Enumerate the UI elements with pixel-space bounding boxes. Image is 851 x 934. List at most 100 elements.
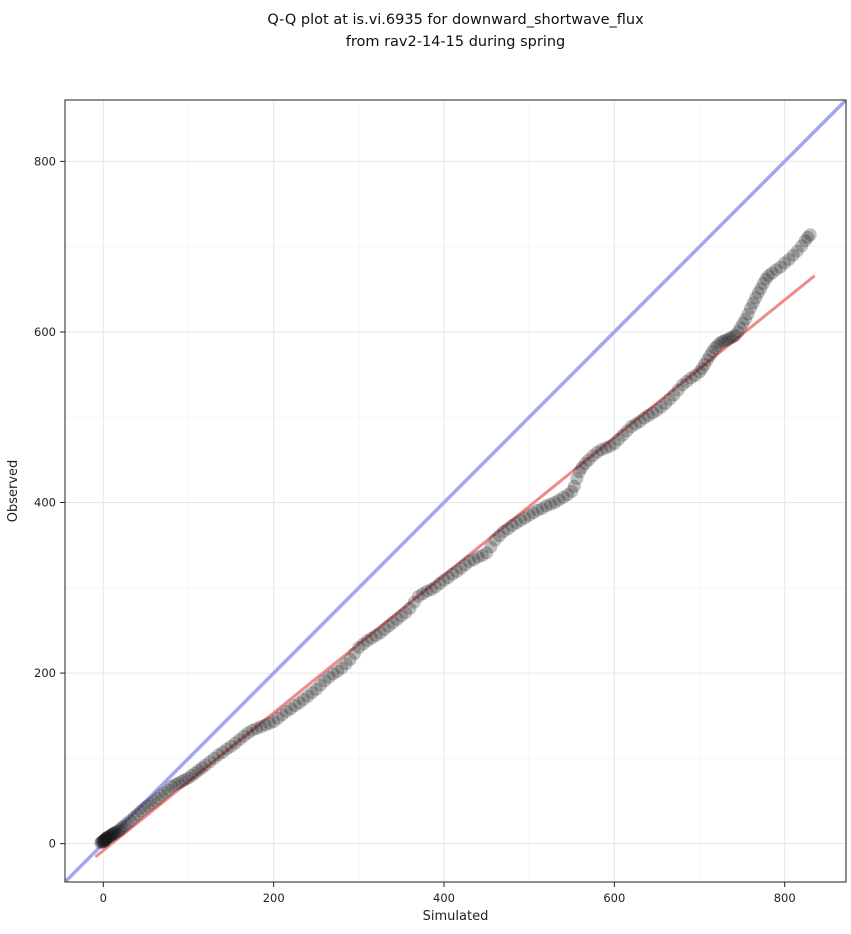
qq-quantiles-point xyxy=(101,831,115,845)
qq-quantiles-point xyxy=(377,623,391,637)
qq-quantiles-point xyxy=(403,601,417,615)
qq-quantiles-point xyxy=(110,825,124,839)
qq-quantiles-point xyxy=(450,565,464,579)
qq-quantiles-point xyxy=(331,664,345,678)
qq-quantiles-point xyxy=(756,276,770,290)
qq-quantiles-point xyxy=(599,441,613,455)
qq-quantiles-point xyxy=(203,755,217,769)
qq-quantiles-point xyxy=(607,437,621,451)
qq-quantiles-point xyxy=(620,424,634,438)
qq-quantiles-point xyxy=(112,824,126,838)
chart-title-line2: from rav2-14-15 during spring xyxy=(345,33,566,50)
qq-quantiles-point xyxy=(220,742,234,756)
qq-quantiles-point xyxy=(360,634,374,648)
qq-quantiles-point xyxy=(369,629,383,643)
y-tick-label: 400 xyxy=(34,496,56,510)
qq-quantiles-point xyxy=(586,449,600,463)
qq-quantiles-point xyxy=(233,733,247,747)
qq-quantiles-point xyxy=(390,612,404,626)
qq-quantiles-point xyxy=(492,529,506,543)
qq-quantiles-point xyxy=(726,330,740,344)
qq-quantiles-point xyxy=(798,234,812,248)
qq-quantiles-point xyxy=(680,374,694,388)
qq-quantiles-point xyxy=(741,307,755,321)
qq-quantiles-point xyxy=(107,826,121,840)
qq-quantiles-point xyxy=(97,833,111,847)
qq-quantiles-point xyxy=(314,678,328,692)
qq-quantiles-point xyxy=(211,748,225,762)
qq-quantiles-point xyxy=(603,439,617,453)
qq-quantiles-point xyxy=(484,540,498,554)
qq-quantiles-point xyxy=(207,751,221,765)
qq-quantiles-point xyxy=(497,525,511,539)
qq-quantiles-point xyxy=(301,689,315,703)
qq-quantiles-point xyxy=(124,814,138,828)
qq-quantiles-point xyxy=(326,667,340,681)
qq-quantiles-point xyxy=(373,626,387,640)
qq-quantiles-point xyxy=(518,511,532,525)
qq-quantiles-point xyxy=(641,409,655,423)
qq-quantiles-point xyxy=(254,720,268,734)
qq-quantiles-point xyxy=(475,548,489,562)
qq-quantiles-point xyxy=(356,637,370,651)
qq-quantiles-point xyxy=(258,718,272,732)
qq-quantiles-point xyxy=(675,378,689,392)
x-tick-label: 400 xyxy=(433,891,455,905)
qq-quantiles-point xyxy=(582,453,596,467)
qq-quantiles-point xyxy=(646,406,660,420)
qq-quantiles-point xyxy=(514,513,528,527)
qq-quantiles-point xyxy=(94,836,108,850)
y-tick-label: 600 xyxy=(34,325,56,339)
qq-quantiles-point xyxy=(424,582,438,596)
qq-quantiles-point xyxy=(103,829,117,843)
qq-quantiles-point xyxy=(567,479,581,493)
qq-quantiles-point xyxy=(708,341,722,355)
qq-quantiles-point xyxy=(394,609,408,623)
qq-quantiles-point xyxy=(102,830,116,844)
qq-quantiles-point xyxy=(572,465,586,479)
qq-quantiles-point xyxy=(250,721,264,735)
qq-quantiles-point xyxy=(271,711,285,725)
fit-line xyxy=(95,275,816,858)
qq-quantiles-point xyxy=(705,345,719,359)
qq-quantiles-point xyxy=(782,252,796,266)
qq-quantiles-point xyxy=(99,832,113,846)
qq-quantiles-point xyxy=(463,554,477,568)
qq-quantiles-point xyxy=(237,729,251,743)
qq-quantiles-point xyxy=(624,420,638,434)
qq-quantiles-point xyxy=(736,316,750,330)
qq-quantiles-point xyxy=(106,827,120,841)
qq-quantiles-point xyxy=(575,461,589,475)
qq-quantiles-point xyxy=(352,640,366,654)
qq-quantiles-point xyxy=(411,589,425,603)
qq-quantiles-point xyxy=(629,417,643,431)
qq-quantiles-point xyxy=(441,571,455,585)
qq-quantiles-point xyxy=(144,797,158,811)
qq-quantiles-point xyxy=(467,553,481,567)
qq-quantiles-point xyxy=(188,766,202,780)
plot-spines xyxy=(64,99,847,883)
qq-quantiles-point xyxy=(147,794,161,808)
qq-quantiles-point xyxy=(759,272,773,286)
qq-quantiles-point xyxy=(543,497,557,511)
qq-quantiles-point xyxy=(765,266,779,280)
qq-quantiles-point xyxy=(612,432,626,446)
qq-quantiles-point xyxy=(151,791,165,805)
qq-quantiles-point xyxy=(95,835,109,849)
qq-quantiles-point xyxy=(279,704,293,718)
qq-quantiles-point xyxy=(309,682,323,696)
qq-quantiles-point xyxy=(339,657,353,671)
qq-quantiles-point xyxy=(663,392,677,406)
qq-quantiles-point xyxy=(751,286,765,300)
qq-quantiles-point xyxy=(185,768,199,782)
qq-quantiles-point xyxy=(684,371,698,385)
qq-quantiles-point xyxy=(693,365,707,379)
qq-quantiles-point xyxy=(161,783,175,797)
qq-quantiles-point xyxy=(95,835,109,849)
qq-quantiles-point xyxy=(454,561,468,575)
qq-quantiles-point xyxy=(127,810,141,824)
qq-quantiles-point xyxy=(721,333,735,347)
qq-quantiles-point xyxy=(99,832,113,846)
qq-quantiles-point xyxy=(633,414,647,428)
qq-quantiles-point xyxy=(113,822,127,836)
